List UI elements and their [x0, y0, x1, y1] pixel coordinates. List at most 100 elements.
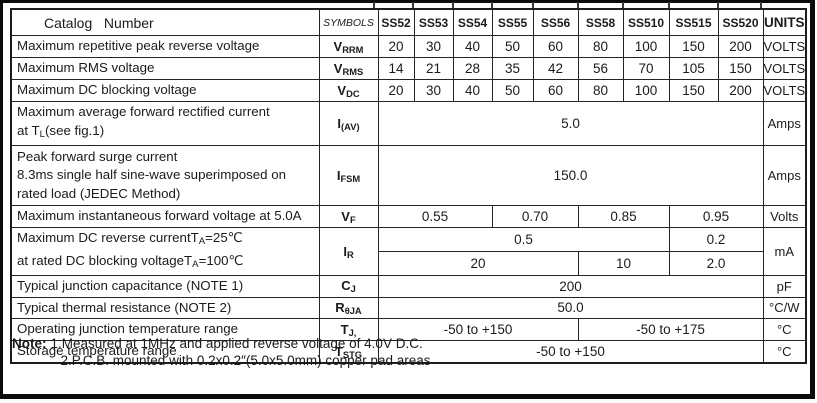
- param-line: Maximum repetitive peak reverse voltage: [17, 37, 316, 56]
- column-header-ss58: SS58: [577, 8, 624, 36]
- value-cell: 0.5: [377, 227, 670, 252]
- unit-cell-ifsm: Amps: [762, 145, 807, 206]
- column-header-ss52: SS52: [377, 8, 415, 36]
- text-segment: T: [334, 343, 343, 359]
- subscript-text: A: [192, 258, 199, 270]
- unit-cell-vf: Volts: [762, 205, 807, 228]
- param-cell-vrms: Maximum RMS voltage: [10, 57, 320, 80]
- text-segment: Maximum DC reverse current: [17, 230, 191, 245]
- value-cell: 0.85: [577, 205, 670, 228]
- param-line: Typical thermal resistance (NOTE 2): [17, 299, 316, 318]
- param-line: 8.3ms single half sine-wave superimposed…: [17, 166, 316, 185]
- param-line: Maximum RMS voltage: [17, 59, 316, 78]
- param-line: Storage temperature range: [17, 342, 316, 361]
- text-segment: Typical thermal resistance (NOTE 2): [17, 299, 232, 315]
- text-segment: Maximum instantaneous forward voltage at…: [17, 208, 302, 224]
- value-cell: 150: [717, 57, 764, 80]
- value-cell: 100: [622, 79, 670, 102]
- param-cell-vf: Maximum instantaneous forward voltage at…: [10, 205, 320, 228]
- text-segment: V: [333, 38, 343, 54]
- border-remnant-tick: [622, 2, 624, 8]
- value-cell: 50.0: [377, 296, 764, 319]
- value-cell: 40: [452, 35, 493, 58]
- text-segment: Peak forward surge current: [17, 148, 178, 164]
- unit-cell-iav: Amps: [762, 101, 807, 146]
- table-row-vdc: Maximum DC blocking voltage VDC 20 30 40 50 60…: [10, 79, 807, 102]
- symbol-cell-vrrm: VRRM: [318, 35, 379, 58]
- param-cell-rthja: Typical thermal resistance (NOTE 2): [10, 296, 320, 319]
- text-segment: T: [184, 252, 193, 268]
- value-cell: 0.2: [668, 227, 764, 252]
- value-cell: 200: [717, 35, 764, 58]
- border-remnant-tick: [373, 2, 375, 8]
- maximum-ratings-table: Catalog Number SYMBOLS SS52 SS53 SS54 SS55 S…: [10, 8, 807, 364]
- subscript-text: STG: [342, 349, 363, 360]
- notes-label: Note:: [12, 336, 47, 351]
- text-segment: T: [340, 321, 349, 337]
- param-line: Typical junction capacitance (NOTE 1): [17, 277, 316, 296]
- param-cell-ir: Maximum DC reverse currentTA=25℃ at rated…: [10, 227, 320, 276]
- value-cell: 5.0: [377, 101, 764, 146]
- value-cell: 10: [577, 251, 670, 276]
- value-cell: 30: [413, 35, 454, 58]
- column-header-ss54: SS54: [452, 8, 493, 36]
- param-line: Maximum DC reverse currentTA=25℃: [17, 229, 316, 252]
- value-cell: 20: [377, 35, 415, 58]
- symbol-cell-vdc: VDC: [318, 79, 379, 102]
- value-cell: 2.0: [668, 251, 764, 276]
- value-cell: 80: [577, 79, 624, 102]
- unit-cell-vrrm: VOLTS: [762, 35, 807, 58]
- unit-cell-vrms: VOLTS: [762, 57, 807, 80]
- table-row-ir-2: 20 10 2.0: [11, 251, 806, 276]
- value-cell: 14: [377, 57, 415, 80]
- table-row-vf: Maximum instantaneous forward voltage at…: [10, 205, 807, 228]
- border-remnant-tick: [491, 2, 493, 8]
- param-cell-cj: Typical junction capacitance (NOTE 1): [10, 275, 320, 298]
- text-segment: at rated DC blocking voltage: [17, 252, 185, 268]
- column-header-ss520: SS520: [717, 8, 764, 36]
- table-row-ifsm: Peak forward surge current 8.3ms single h…: [10, 145, 807, 206]
- value-cell: 70: [622, 57, 670, 80]
- subscript-text: (AV): [341, 121, 360, 132]
- param-line: Maximum DC blocking voltage: [17, 81, 316, 100]
- text-segment: (see fig.1): [45, 122, 105, 138]
- subscript-text: A: [198, 236, 206, 247]
- text-segment: =100℃: [198, 252, 244, 268]
- column-header-ss510: SS510: [622, 8, 670, 36]
- text-segment: V: [341, 208, 350, 224]
- param-cell-tstg: Storage temperature range: [10, 340, 320, 364]
- text-segment: I: [336, 167, 341, 183]
- text-segment: I: [343, 243, 347, 259]
- value-cell: 20: [377, 79, 415, 102]
- text-segment: C: [341, 278, 351, 294]
- value-cell: 60: [532, 35, 579, 58]
- subscript-text: θJA: [344, 305, 362, 316]
- value-cell: 150: [668, 35, 719, 58]
- text-segment: at T: [17, 122, 40, 138]
- note-line-2: 2.P.C.B. mounted with 0.2x0.2″(5.0x5.0mm…: [60, 352, 431, 368]
- subscript-text: J,: [348, 327, 357, 338]
- value-cell: 150: [668, 79, 719, 102]
- param-line: Maximum average forward rectified curren…: [17, 103, 316, 122]
- param-cell-tj: Operating junction temperature range: [10, 318, 320, 341]
- subscript-text: DC: [346, 88, 360, 99]
- subscript-text: J: [350, 284, 356, 295]
- value-cell: 80: [577, 35, 624, 58]
- unit-cell-cj: pF: [762, 275, 807, 298]
- param-cell-vrrm: Maximum repetitive peak reverse voltage: [10, 35, 320, 58]
- param-line: rated load (JEDEC Method): [17, 185, 316, 204]
- subscript-text: RRM: [342, 44, 364, 55]
- symbol-cell-vrms: VRMS: [318, 57, 379, 80]
- border-remnant-tick: [452, 2, 454, 8]
- subscript-text: FSM: [340, 173, 361, 184]
- param-cell-vdc: Maximum DC blocking voltage: [10, 79, 320, 102]
- column-header-ss53: SS53: [413, 8, 454, 36]
- value-cell: 56: [577, 57, 624, 80]
- param-line: Peak forward surge current: [17, 148, 316, 167]
- table-row-tj: Operating junction temperature range TJ, -…: [10, 318, 807, 341]
- units-header: UNITS: [762, 8, 807, 36]
- value-cell: 200: [377, 275, 764, 298]
- param-line: Maximum instantaneous forward voltage at…: [17, 207, 316, 226]
- subscript-text: F: [349, 214, 356, 225]
